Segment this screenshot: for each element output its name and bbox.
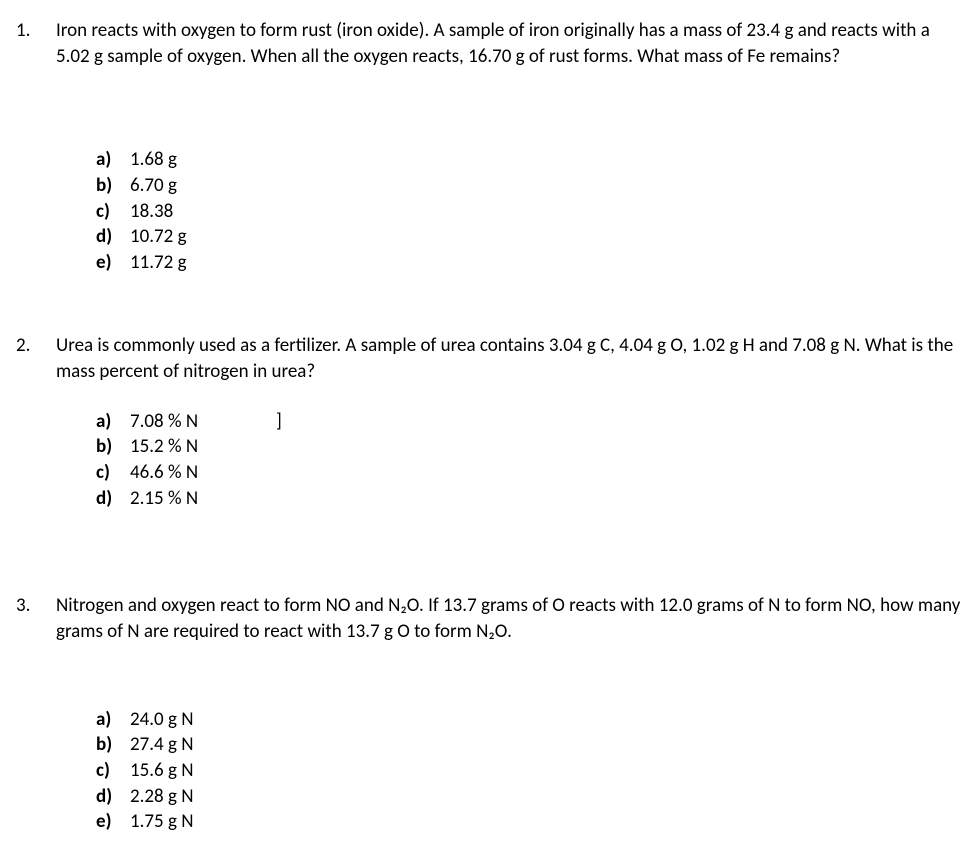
option-c: c) 46.6 % N <box>96 460 965 486</box>
option-text: 11.72 g <box>130 251 187 274</box>
option-letter: e) <box>96 250 111 276</box>
question-prompt: Nitrogen and oxygen react to form NO and… <box>56 593 965 644</box>
option-letter: d) <box>96 486 112 512</box>
option-letter: b) <box>96 173 112 199</box>
option-text: 24.0 g N <box>130 708 194 731</box>
question-2: 2. Urea is commonly used as a fertilizer… <box>10 333 965 511</box>
question-number: 2. <box>16 333 30 359</box>
option-d: d) 2.15 % N <box>96 486 965 512</box>
options-list: a) 1.68 g b) 6.70 g c) 18.38 d) 10.72 g … <box>56 147 965 275</box>
option-text: 46.6 % N <box>130 461 198 484</box>
options-list: a) 24.0 g N b) 27.4 g N c) 15.6 g N d) 2… <box>56 707 965 835</box>
options-list: a) 7.08 % N ] b) 15.2 % N c) 46.6 % N d)… <box>56 409 965 512</box>
option-d: d) 10.72 g <box>96 224 965 250</box>
question-number: 1. <box>16 18 30 44</box>
option-e: e) 11.72 g <box>96 250 965 276</box>
question-3: 3. Nitrogen and oxygen react to form NO … <box>10 593 965 834</box>
option-text: 15.2 % N <box>130 435 198 458</box>
option-letter: c) <box>96 460 110 486</box>
option-b: b) 6.70 g <box>96 173 965 199</box>
option-c: c) 18.38 <box>96 199 965 225</box>
option-text: 1.68 g <box>130 148 177 171</box>
spacer <box>56 69 965 147</box>
option-letter: d) <box>96 224 112 250</box>
question-prompt: Iron reacts with oxygen to form rust (ir… <box>56 18 965 69</box>
option-letter: a) <box>96 147 111 173</box>
option-text: 15.6 g N <box>130 759 194 782</box>
question-prompt: Urea is commonly used as a fertilizer. A… <box>56 333 965 384</box>
option-text: 1.75 g N <box>130 810 194 833</box>
option-text: 7.08 % N <box>130 410 198 433</box>
question-1: 1. Iron reacts with oxygen to form rust … <box>10 18 965 275</box>
stray-bracket: ] <box>276 409 282 435</box>
option-text: 27.4 g N <box>130 733 194 756</box>
option-text: 2.15 % N <box>130 487 198 510</box>
spacer <box>56 385 965 409</box>
option-c: c) 15.6 g N <box>96 758 965 784</box>
question-number: 3. <box>16 593 30 619</box>
option-a: a) 1.68 g <box>96 147 965 173</box>
option-text: 6.70 g <box>130 174 177 197</box>
option-letter: b) <box>96 434 112 460</box>
option-letter: c) <box>96 199 110 225</box>
option-e: e) 1.75 g N <box>96 809 965 835</box>
option-text: 2.28 g N <box>130 785 194 808</box>
option-b: b) 27.4 g N <box>96 732 965 758</box>
spacer <box>56 645 965 707</box>
option-letter: b) <box>96 732 112 758</box>
option-a: a) 7.08 % N <box>96 409 965 435</box>
option-letter: c) <box>96 758 110 784</box>
option-letter: d) <box>96 784 112 810</box>
option-text: 10.72 g <box>130 225 187 248</box>
option-b: b) 15.2 % N <box>96 434 965 460</box>
option-letter: a) <box>96 409 111 435</box>
option-d: d) 2.28 g N <box>96 784 965 810</box>
option-letter: a) <box>96 707 111 733</box>
option-letter: e) <box>96 809 111 835</box>
option-text: 18.38 <box>130 200 173 223</box>
option-a: a) 24.0 g N <box>96 707 965 733</box>
